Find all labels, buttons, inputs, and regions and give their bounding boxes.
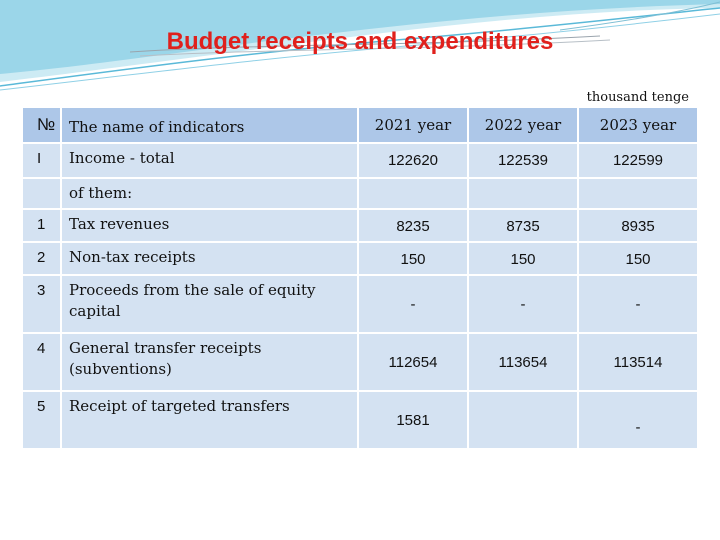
row-value-2023: 8935 [578, 209, 699, 243]
row-name: Proceeds from the sale of equity capital [61, 275, 359, 334]
table-header-row: № The name of indicators 2021 year 2022 … [23, 108, 699, 144]
header-name: The name of indicators [61, 108, 359, 144]
unit-note: thousand tenge [586, 90, 689, 105]
row-value-2022: 122539 [468, 143, 579, 179]
row-value-2022: 150 [468, 242, 579, 276]
row-no: 2 [23, 242, 62, 276]
budget-table: № The name of indicators 2021 year 2022 … [23, 108, 699, 450]
row-no-empty [23, 178, 62, 210]
row-no: 3 [23, 275, 62, 334]
row-name: Receipt of targeted transfers [61, 391, 359, 450]
row-name: Income - total [61, 143, 359, 179]
row-value-2023: 113514 [578, 333, 699, 392]
row-value-2023: - [578, 391, 699, 450]
table-row: 5 Receipt of targeted transfers 1581 - [23, 391, 699, 450]
row-value-2021: - [358, 275, 469, 334]
row-value-2021: 112654 [358, 333, 469, 392]
table-row-of-them: of them: [23, 178, 699, 210]
header-year-2023: 2023 year [578, 108, 699, 144]
row-value-2021: 122620 [358, 143, 469, 179]
row-value-2022: - [468, 275, 579, 334]
header-year-2021: 2021 year [358, 108, 469, 144]
row-value-2021: 8235 [358, 209, 469, 243]
table-row: 4 General transfer receipts (subventions… [23, 333, 699, 392]
row-value-2023: 150 [578, 242, 699, 276]
row-no: 1 [23, 209, 62, 243]
row-value-2023: 122599 [578, 143, 699, 179]
row-name: Non-tax receipts [61, 242, 359, 276]
table-row: 1 Tax revenues 8235 8735 8935 [23, 209, 699, 243]
header-no: № [23, 108, 62, 144]
row-value-2021: 150 [358, 242, 469, 276]
page-title: Budget receipts and expenditures [166, 28, 554, 55]
row-value-2022: 113654 [468, 333, 579, 392]
header-year-2022: 2022 year [468, 108, 579, 144]
row-value-2021: 1581 [358, 391, 469, 450]
row-no: I [23, 143, 62, 179]
row-name: General transfer receipts (subventions) [61, 333, 359, 392]
row-no: 5 [23, 391, 62, 450]
row-value-2022: 8735 [468, 209, 579, 243]
table-row: 3 Proceeds from the sale of equity capit… [23, 275, 699, 334]
row-name: Tax revenues [61, 209, 359, 243]
decorative-swoosh [0, 0, 720, 91]
row-no: 4 [23, 333, 62, 392]
of-them-label: of them: [61, 178, 359, 210]
table-row: 2 Non-tax receipts 150 150 150 [23, 242, 699, 276]
table-row-income: I Income - total 122620 122539 122599 [23, 143, 699, 179]
row-value-2023: - [578, 275, 699, 334]
row-value-2022 [468, 391, 579, 450]
